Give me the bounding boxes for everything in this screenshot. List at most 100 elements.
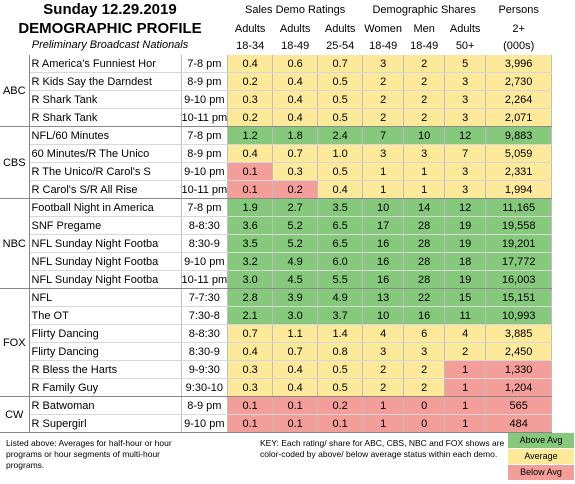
value-cell: 0.4 [272,90,319,109]
value-cell: 0.5 [317,162,364,181]
value-cell: 0.1 [227,162,274,181]
value-cell: 28 [403,270,446,289]
value-cell: 3 [403,342,446,361]
value-cell: 0 [403,414,446,433]
show-name: The OT [29,306,182,325]
value-cell: 0.2 [227,72,274,91]
value-cell: 1,204 [485,378,553,397]
value-cell: 1.1 [272,324,319,343]
table-row: NBC Football Night in America 7-8 pm 1.9 2.7… [0,198,553,289]
time-slot: 7-7:30 [181,288,229,307]
show-name: R Carol's S/R All Rise [29,180,182,199]
value-cell: 3.0 [227,270,274,289]
value-cell: 15,151 [485,288,553,307]
value-cell: 9,883 [485,126,553,145]
value-cell: 2 [403,90,446,109]
value-cell: 3.5 [227,234,274,253]
value-cell: 7 [362,126,405,145]
show-name: NFL Sunday Night Footba [29,252,182,271]
value-cell: 17,772 [485,252,553,271]
value-cell: 3 [362,55,405,73]
value-cell: 0.3 [227,360,274,379]
value-cell: 3 [403,144,446,163]
value-cell: 1.2 [227,126,274,145]
value-cell: 14 [403,198,446,217]
value-cell: 10 [403,126,446,145]
column-header-bottom: 18-49 [281,40,310,52]
value-cell: 0.1 [227,180,274,199]
value-cell: 10 [362,198,405,217]
value-cell: 1 [444,396,487,415]
column-header-top: Adults [234,22,266,35]
value-cell: 2.4 [317,126,364,145]
time-slot: 8-8:30 [181,324,229,343]
value-cell: 19 [444,216,487,235]
value-cell: 3.9 [272,288,319,307]
show-name: 60 Minutes/R The Unico [29,144,182,163]
value-cell: 16 [362,234,405,253]
value-cell: 5,059 [485,144,553,163]
value-cell: 28 [403,216,446,235]
value-cell: 3,885 [485,324,553,343]
time-slot: 8:30-9 [181,234,229,253]
value-cell: 2 [403,108,446,127]
value-cell: 19 [444,270,487,289]
value-cell: 11 [444,306,487,325]
value-cell: 0 [403,396,446,415]
value-cell: 2 [362,90,405,109]
value-cell: 1 [444,414,487,433]
time-slot: 9-10 pm [181,162,229,181]
value-cell: 1,330 [485,360,553,379]
column-header-top: Adults [279,22,311,35]
table-row: CW R Batwoman 8-9 pm 0.1 0.1 0.2 1 0 1 565 [0,396,553,433]
table-row: R Family Guy 9:30-10 0.3 0.4 0.5 2 2 1 1,204 [0,378,553,397]
table-row: R Shark Tank 9-10 pm 0.3 0.4 0.5 2 2 3 2,264 [0,90,553,109]
value-cell: 18 [444,252,487,271]
value-cell: 12 [444,198,487,217]
table-row: FOX NFL 7-7:30 2.8 3.9 4.9 13 22 15 15,151 [0,288,553,397]
value-cell: 1.9 [227,198,274,217]
value-cell: 16 [362,270,405,289]
value-cell: 2 [403,378,446,397]
show-name: R America's Funniest Hor [29,55,182,73]
value-cell: 2.7 [272,198,319,217]
show-name: Football Night in America [29,198,182,217]
value-cell: 0.4 [317,180,364,199]
table-row: R Bless the Harts 9-9:30 0.3 0.4 0.5 2 2 1 1,330 [0,360,553,379]
value-cell: 1 [444,378,487,397]
column-header-bottom: (000s) [503,40,535,52]
table-row: Flirty Dancing 8:30-9 0.4 0.7 0.8 3 3 2 2,450 [0,342,553,361]
time-slot: 10-11 pm [181,270,229,289]
table-row: NFL Sunday Night Footba 10-11 pm 3.0 4.5 5.5… [0,270,553,289]
table-row: CBS NFL/60 Minutes 7-8 pm 1.2 1.8 2.4 7 10 12 9,8… [0,126,553,199]
value-cell: 2 [403,360,446,379]
value-cell: 1 [444,360,487,379]
value-cell: 19,558 [485,216,553,235]
column-header-bottom: 25-54 [326,40,355,52]
network-label: CW [0,396,30,433]
value-cell: 4.9 [272,252,319,271]
column-header-bottom: 18-49 [369,40,398,52]
value-cell: 0.5 [317,108,364,127]
value-cell: 0.4 [272,72,319,91]
show-name: R Shark Tank [29,108,182,127]
value-cell: 0.7 [272,342,319,361]
value-cell: 0.2 [227,108,274,127]
legend-above: Above Avg [508,433,574,449]
value-cell: 10 [362,306,405,325]
table-row: The OT 7:30-8 2.1 3.0 3.7 10 16 11 10,993 [0,306,553,325]
value-cell: 3.0 [272,306,319,325]
value-cell: 2.8 [227,288,274,307]
network-label: ABC [0,55,30,127]
report-title: Sunday 12.29.2019 [43,1,177,18]
time-slot: 8-8:30 [181,216,229,235]
show-name: R Kids Say the Darndest [29,72,182,91]
value-cell: 15 [444,288,487,307]
value-cell: 0.2 [317,396,364,415]
time-slot: 9:30-10 [181,378,229,397]
value-cell: 0.3 [227,378,274,397]
show-name: R Family Guy [29,378,182,397]
network-label: NBC [0,198,30,289]
show-name: R The Unico/R Carol's S [29,162,182,181]
value-cell: 2 [403,55,446,73]
